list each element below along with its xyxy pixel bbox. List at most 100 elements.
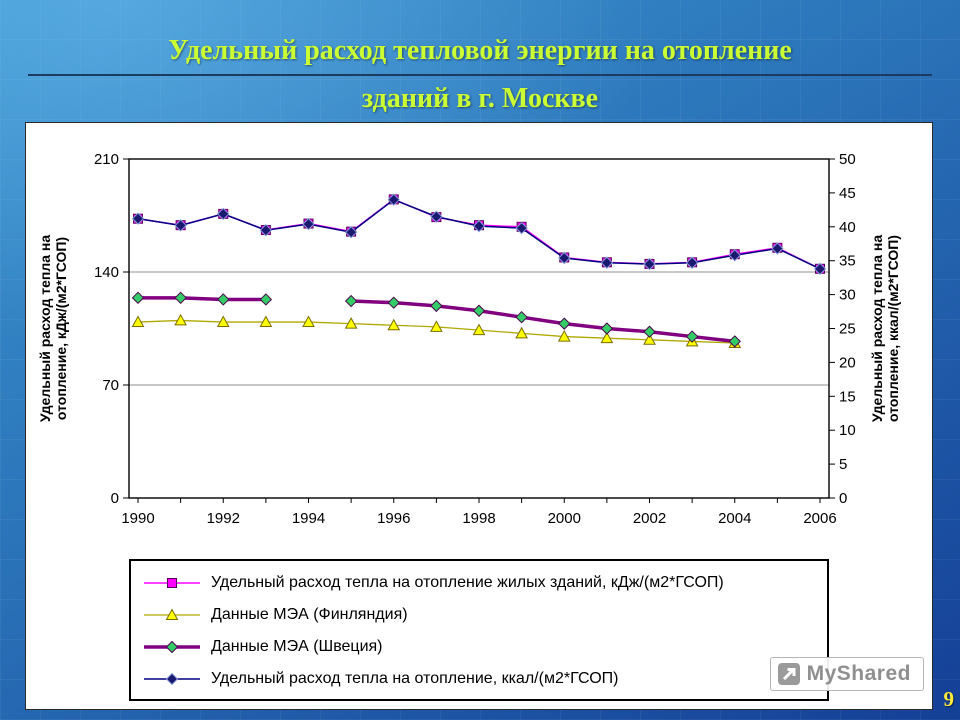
legend-label: Данные МЭА (Финляндия) [211,606,408,623]
x-tick-label: 2006 [803,510,836,527]
legend-marker-glyph [165,608,179,620]
series-2-line [351,299,735,344]
myshared-label: MyShared [806,662,911,685]
legend-sample [144,672,200,686]
title-line-2: зданий в г. Москве [361,83,599,114]
right-tick-label: 15 [839,388,856,405]
legend-sample [144,608,200,620]
legend-label: Удельный расход тепла на отопление жилых… [211,574,724,591]
series-3-marker [174,219,187,232]
series-2-marker [643,325,656,338]
x-tick-label: 1990 [121,510,154,527]
legend-label: Удельный расход тепла на отопление, ккал… [211,670,619,687]
series-1-marker [344,317,358,329]
series-2-marker [515,310,528,324]
series-2-marker [728,335,741,348]
left-tick-label: 70 [102,377,119,394]
series-3-marker [771,242,784,255]
right-tick-label: 0 [839,490,847,507]
series-2-line [138,296,266,302]
series-2-marker [558,317,571,330]
series-1-marker [131,315,145,328]
series-1-marker [643,333,656,345]
series-3-marker [472,219,486,233]
x-tick-label: 2004 [718,510,751,527]
x-tick-label: 1996 [377,510,410,527]
series-1-marker [216,315,230,328]
chart-panel: 0 70 140 210 0 5 10 15 20 25 30 35 40 45 50 1990 1992 199… [25,122,933,710]
series-2-marker [344,294,358,308]
series-3-marker [600,256,614,269]
right-tick-label: 50 [839,151,856,168]
series-3-marker [217,207,230,221]
series-3-marker [259,223,273,237]
series-2-marker [430,299,443,313]
right-tick-label: 20 [839,354,856,371]
left-tick-label: 140 [94,264,119,281]
series-3-marker [131,212,145,225]
series-3-marker [558,251,571,265]
left-axis-title: Удельный расход тепла наотопление, кДж/(… [37,235,69,423]
series-2-marker [600,322,614,335]
chart-canvas: 0 70 140 210 0 5 10 15 20 25 30 35 40 45 50 1990 1992 199… [37,151,901,527]
series-1-marker [472,323,486,336]
series-2-marker [217,293,230,306]
chart-legend: Удельный расход тепла на отопление жилых… [129,559,829,701]
title-line-1: Удельный расход тепловой энергии на отоп… [168,35,792,66]
series-2-marker [387,296,400,309]
series-2-marker [131,291,145,305]
legend-marker-glyph [165,640,179,654]
x-tick-label: 1998 [462,510,495,527]
left-tick-label: 210 [94,151,119,168]
series-1-marker [174,313,187,326]
series-2-marker [259,293,273,306]
myshared-watermark[interactable]: MyShared [769,657,924,691]
series-3-marker [302,217,315,231]
series-2-marker [174,291,187,305]
right-tick-label: 35 [839,253,856,270]
x-tick-label: 1994 [292,510,325,527]
series-3-marker [685,256,699,269]
series-2-marker [685,330,699,343]
series-2-marker [472,304,486,317]
right-tick-label: 30 [839,287,856,304]
series-3-line [137,198,821,270]
myshared-icon [777,663,800,685]
x-tick-label: 2000 [548,510,581,527]
series-1-marker [302,315,315,328]
series-3-marker [430,210,443,223]
series-3-marker [344,226,358,239]
left-tick-label: 0 [111,490,119,507]
legend-item-2: Данные МЭА (Швеция) [141,631,823,663]
series-1-marker [430,320,443,332]
x-tick-label: 1992 [207,510,240,527]
right-tick-label: 10 [839,422,856,439]
x-tick-label: 2002 [633,510,666,527]
page-number: 9 [943,687,955,711]
series-3-marker [515,221,528,235]
series-3-marker [813,262,827,276]
series-1-marker [259,315,273,328]
legend-item-1: Данные МЭА (Финляндия) [141,599,823,631]
right-tick-label: 25 [839,321,856,338]
right-axis-title: Удельный расход тепла наотопление, ккал/… [869,235,901,423]
series-3-marker [643,257,656,271]
series-1-marker [387,318,401,331]
title-underline [28,74,932,76]
series-1-marker [515,326,528,339]
series-3-marker [387,193,400,206]
series-1-marker [557,330,571,342]
series-3-marker [728,249,741,262]
legend-marker-glyph [165,672,179,686]
legend-item-3: Удельный расход тепла на отопление, ккал… [141,663,823,695]
legend-sample [144,640,200,654]
legend-item-0: Удельный расход тепла на отопление жилых… [141,567,823,599]
legend-sample [144,578,200,588]
series-1-marker [600,331,614,344]
slide-title: Удельный расход тепловой энергии на отоп… [0,30,960,120]
legend-label: Данные МЭА (Швеция) [211,638,383,655]
right-tick-label: 45 [839,185,856,202]
legend-marker-glyph [167,578,177,588]
right-tick-label: 40 [839,219,856,236]
